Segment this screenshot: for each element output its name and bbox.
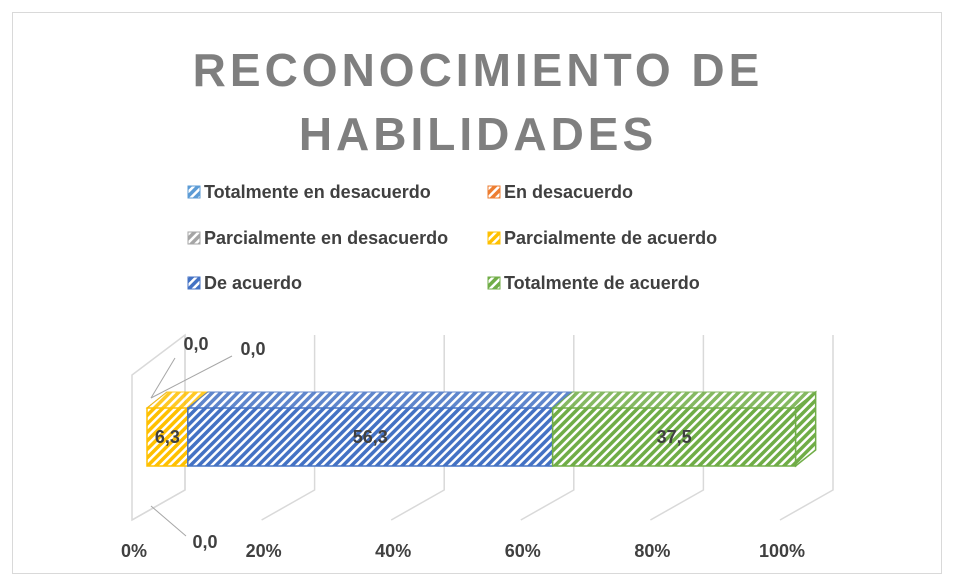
data-label: 0,0 [240, 339, 265, 359]
x-tick-label: 60% [505, 541, 541, 561]
x-tick-label: 100% [759, 541, 805, 561]
leader-line [150, 355, 233, 399]
data-label: 0,0 [192, 532, 217, 552]
x-tick-label: 80% [634, 541, 670, 561]
leader-line [150, 357, 176, 399]
legend-label: Parcialmente en desacuerdo [204, 228, 448, 248]
legend-label: En desacuerdo [504, 182, 633, 202]
bar-side [794, 390, 817, 468]
bar-top [186, 391, 575, 409]
bar [187, 407, 554, 467]
chart-frame [12, 12, 942, 574]
data-label: 56,3 [353, 427, 388, 447]
legend-label: Parcialmente de acuerdo [504, 228, 717, 248]
grid-line [261, 335, 316, 521]
x-tick-label: 40% [375, 541, 411, 561]
legend-label: Totalmente en desacuerdo [204, 182, 431, 202]
side-wall [131, 333, 186, 522]
bar-top [551, 391, 818, 409]
leader-line [150, 505, 187, 537]
legend-swatch [487, 276, 501, 290]
grid-line [520, 335, 575, 521]
x-tick-label: 20% [246, 541, 282, 561]
bar [551, 407, 797, 467]
grid-line [650, 335, 705, 521]
legend-label: Totalmente de acuerdo [504, 273, 700, 293]
legend-swatch [187, 185, 201, 199]
data-label: 0,0 [183, 334, 208, 354]
data-label: 6,3 [155, 427, 180, 447]
legend-swatch [487, 231, 501, 245]
legend-swatch [187, 231, 201, 245]
legend-swatch [487, 185, 501, 199]
grid-line [779, 335, 834, 521]
legend-label: De acuerdo [204, 273, 302, 293]
x-tick-label: 0% [121, 541, 147, 561]
bar [146, 407, 189, 467]
legend-swatch [187, 276, 201, 290]
chart-title: RECONOCIMIENTO DE HABILIDADES [192, 44, 764, 160]
grid-line [390, 335, 445, 521]
data-label: 37,5 [657, 427, 692, 447]
